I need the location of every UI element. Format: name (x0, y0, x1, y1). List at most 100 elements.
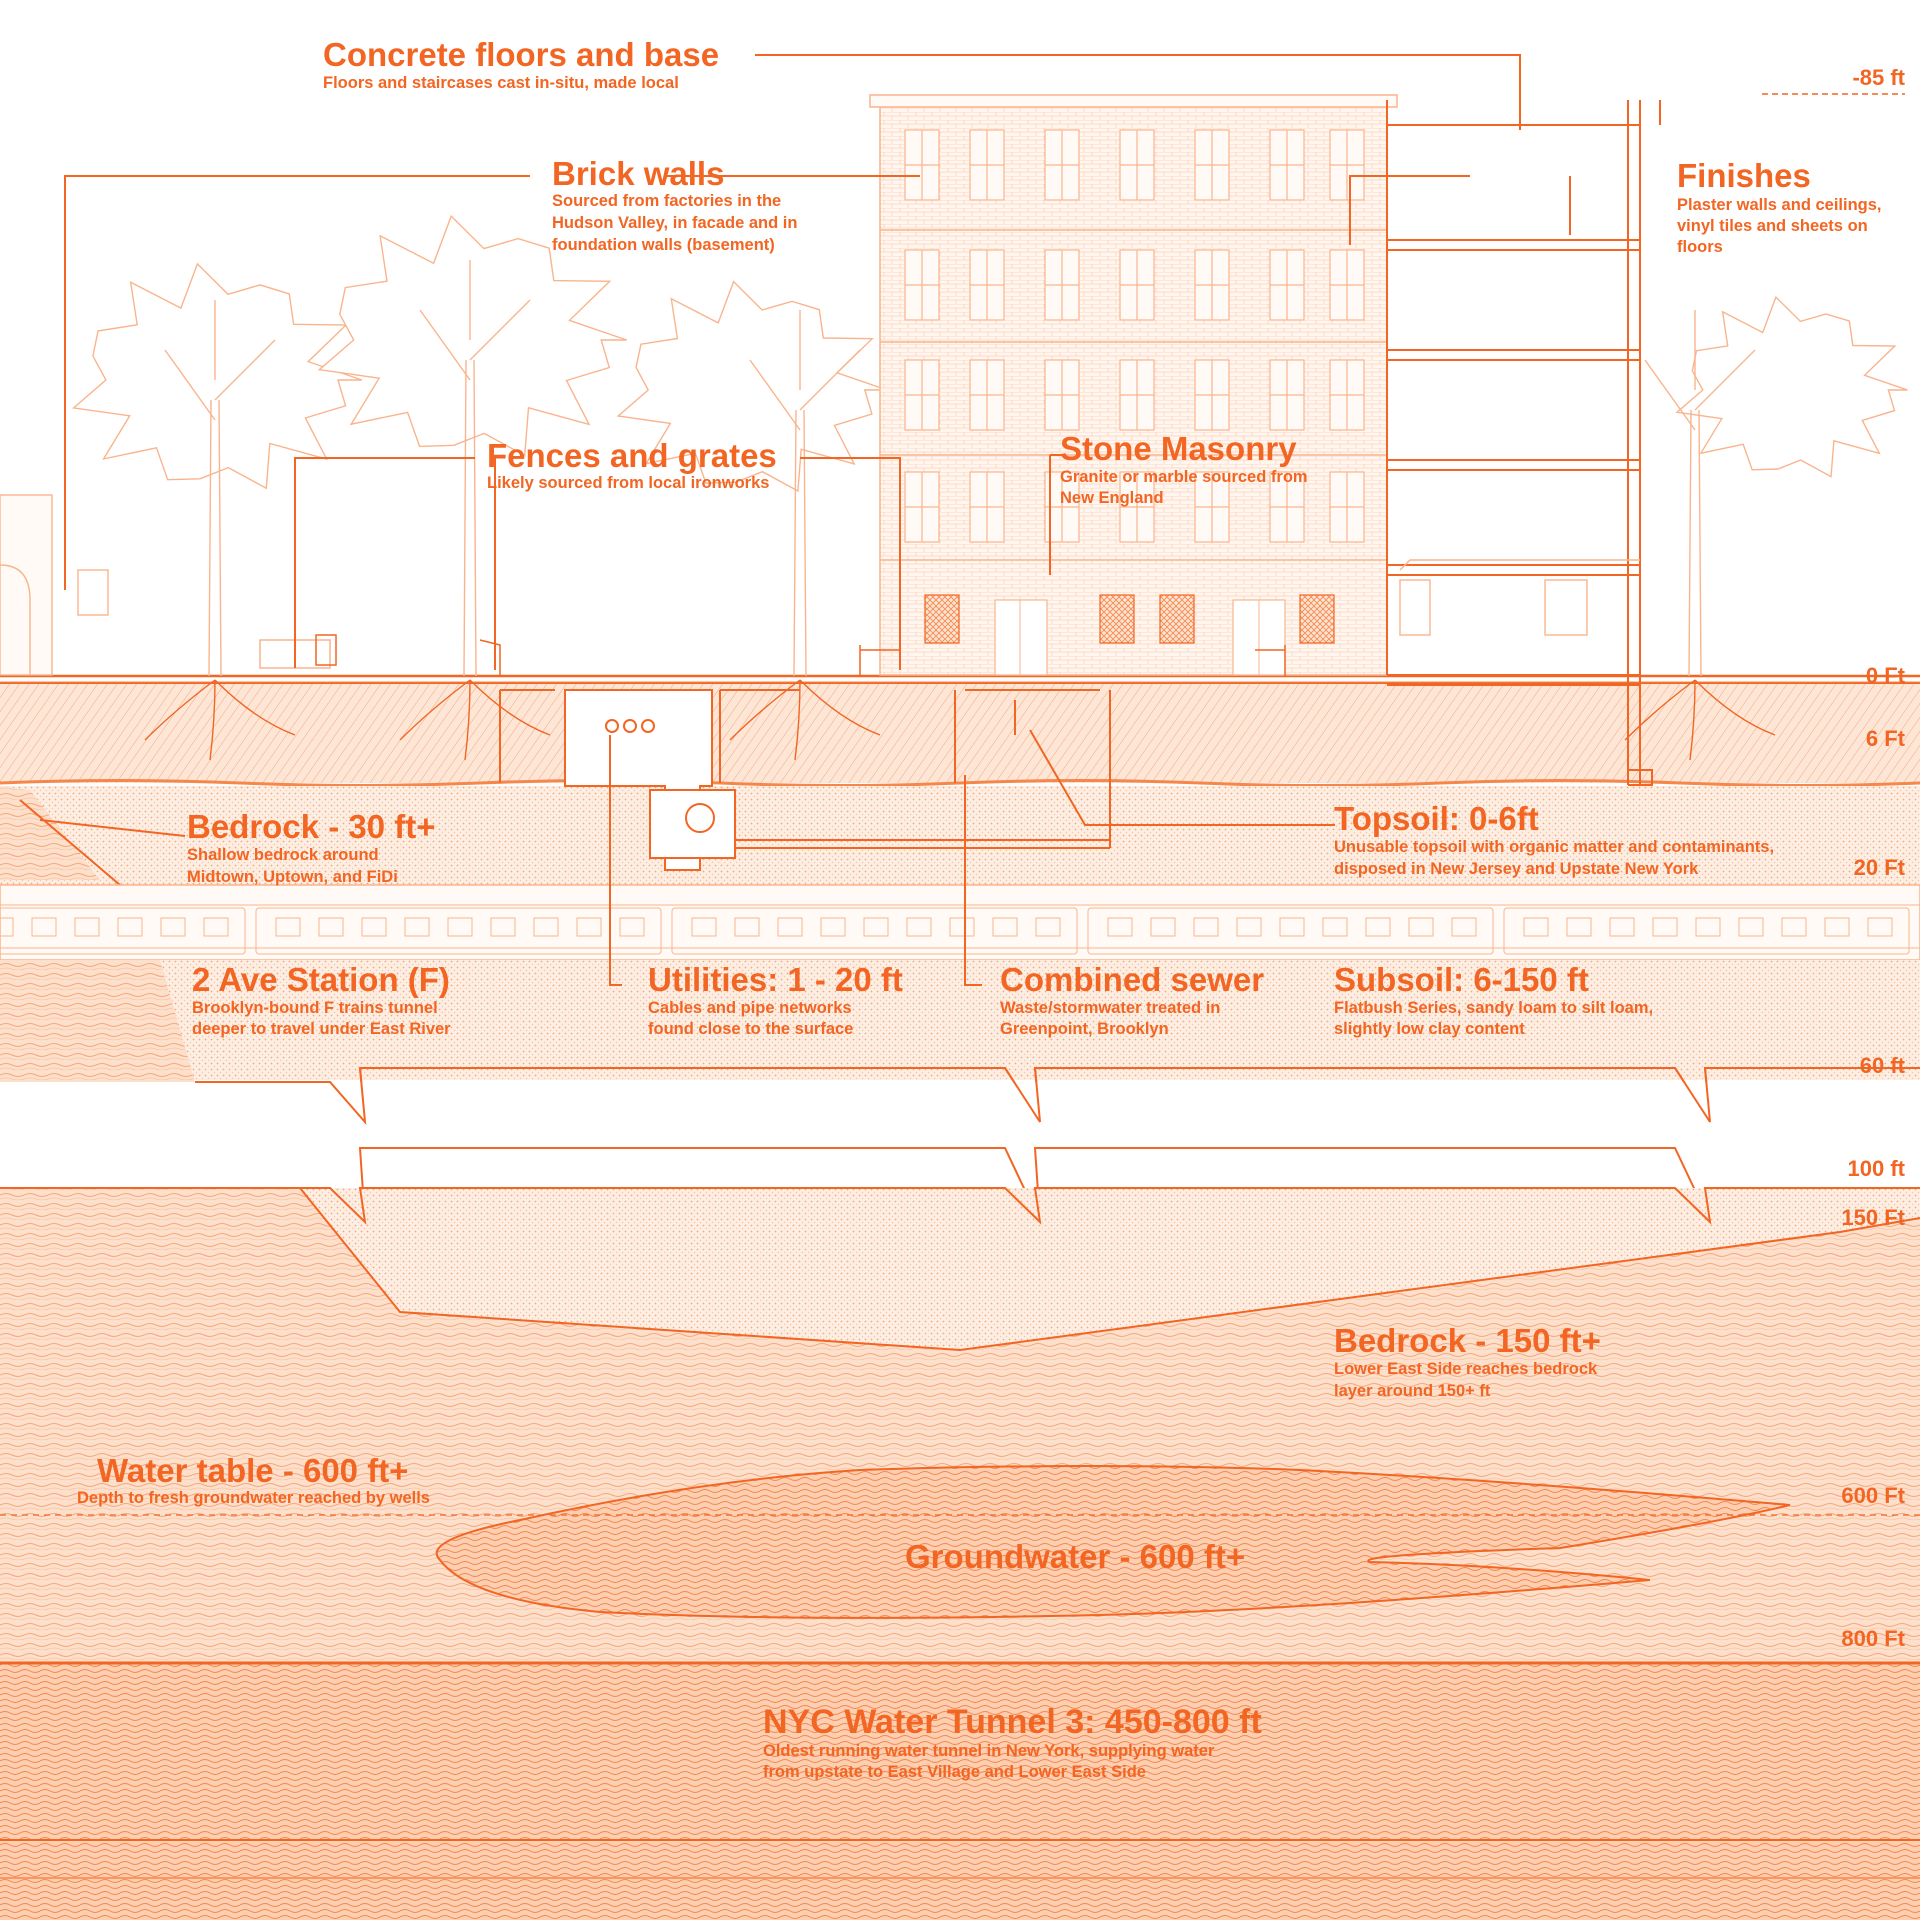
break-lines-upper (195, 1067, 1920, 1125)
tree (616, 280, 888, 761)
groundwater-title: Groundwater - 600 ft+ (905, 1538, 1245, 1575)
tree (1624, 295, 1908, 761)
train-window (820, 917, 846, 937)
tree (72, 262, 363, 761)
train-window (949, 917, 975, 937)
train-car (1503, 907, 1910, 955)
train-window (1523, 917, 1549, 937)
train-window (318, 917, 344, 937)
depth-marker-600: 600 Ft (1841, 1483, 1905, 1508)
train-window (992, 917, 1018, 937)
utility-trench (564, 689, 1111, 871)
bedrock30-title: Bedrock - 30 ft+ (187, 808, 436, 845)
concrete-desc-1: Floors and staircases cast in-situ, made… (323, 74, 679, 92)
stone-desc-1: Granite or marble sourced from (1060, 468, 1308, 486)
finishes-desc-2: vinyl tiles and sheets on (1677, 217, 1868, 235)
train-window (1652, 917, 1678, 937)
brick-title: Brick walls (552, 155, 724, 192)
train-car (671, 907, 1078, 955)
train-window (1609, 917, 1635, 937)
train-window (777, 917, 803, 937)
depth-marker-150: 150 Ft (1841, 1205, 1905, 1230)
train-window (1236, 917, 1262, 937)
bedrock150-desc-2: layer around 150+ ft (1334, 1382, 1491, 1400)
subsoil-lower (0, 960, 1920, 1082)
train-window (160, 917, 186, 937)
train-window (1451, 917, 1477, 937)
train-window (1408, 917, 1434, 937)
train-window (691, 917, 717, 937)
station-title: 2 Ave Station (F) (192, 961, 450, 998)
train-window (31, 917, 57, 937)
basement-grate (1159, 594, 1195, 644)
train-window (0, 917, 14, 937)
train-window (1035, 917, 1061, 937)
train-window (863, 917, 889, 937)
watertable-title: Water table - 600 ft+ (97, 1452, 408, 1489)
watertable-desc-1: Depth to fresh groundwater reached by we… (77, 1489, 430, 1507)
subsoil-desc-1: Flatbush Series, sandy loam to silt loam… (1334, 999, 1653, 1017)
depth-marker-100: 100 ft (1848, 1156, 1906, 1181)
street-ground-line (0, 674, 1920, 683)
train-window (1365, 917, 1391, 937)
bedrock150-title: Bedrock - 150 ft+ (1334, 1322, 1601, 1359)
sewer-desc-2: Greenpoint, Brooklyn (1000, 1020, 1169, 1038)
train-window (404, 917, 430, 937)
bedrock30-desc-1: Shallow bedrock around (187, 846, 379, 864)
main-building (869, 94, 1398, 676)
train-window (1322, 917, 1348, 937)
depth-marker-20: 20 Ft (1854, 855, 1906, 880)
station-desc-1: Brooklyn-bound F trains tunnel (192, 999, 438, 1017)
finishes-desc-3: floors (1677, 238, 1723, 256)
train-window (1867, 917, 1893, 937)
finishes-title: Finishes (1677, 157, 1811, 194)
basement-slabs (499, 689, 1100, 783)
stone-title: Stone Masonry (1060, 430, 1297, 467)
subsoil-desc-2: slightly low clay content (1334, 1020, 1525, 1038)
brick-desc-1: Sourced from factories in the (552, 192, 781, 210)
utilities-title: Utilities: 1 - 20 ft (648, 961, 903, 998)
train-car (1087, 907, 1494, 955)
sewer-title: Combined sewer (1000, 961, 1264, 998)
depth-marker-minus85: -85 ft (1852, 65, 1905, 90)
train-window (576, 917, 602, 937)
train-window (619, 917, 645, 937)
concrete-title: Concrete floors and base (323, 36, 719, 73)
train-car (0, 907, 246, 955)
subway-tunnel (0, 884, 1920, 961)
train-window (1695, 917, 1721, 937)
finishes-desc-1: Plaster walls and ceilings, (1677, 196, 1882, 214)
train-car (255, 907, 662, 955)
train-window (734, 917, 760, 937)
brick-desc-2: Hudson Valley, in facade and in (552, 214, 797, 232)
train-window (74, 917, 100, 937)
topsoil-title: Topsoil: 0-6ft (1334, 800, 1539, 837)
topsoil-desc-2: disposed in New Jersey and Upstate New Y… (1334, 860, 1699, 878)
train-window (1781, 917, 1807, 937)
train-window (1279, 917, 1305, 937)
train-window (1107, 917, 1133, 937)
train-window (1824, 917, 1850, 937)
water-tunnel-band (0, 1661, 1920, 1920)
bedrock30-desc-2: Midtown, Uptown, and FiDi (187, 868, 398, 886)
topsoil-desc-1: Unusable topsoil with organic matter and… (1334, 838, 1774, 856)
left-building (0, 494, 1588, 676)
basement-grate (1299, 594, 1335, 644)
train-window (361, 917, 387, 937)
train-window (1566, 917, 1592, 937)
utilities-desc-1: Cables and pipe networks (648, 999, 852, 1017)
train-window (203, 917, 229, 937)
sewer-desc-1: Waste/stormwater treated in (1000, 999, 1220, 1017)
tunnel-desc-2: from upstate to East Village and Lower E… (763, 1763, 1146, 1781)
train-window (490, 917, 516, 937)
utilities-desc-2: found close to the surface (648, 1020, 853, 1038)
train-window (1150, 917, 1176, 937)
street-trees (72, 214, 1908, 761)
train-window (906, 917, 932, 937)
basement-grate (924, 594, 960, 644)
tree (317, 214, 627, 761)
tunnel-desc-1: Oldest running water tunnel in New York,… (763, 1742, 1215, 1760)
depth-marker-6: 6 Ft (1866, 726, 1906, 751)
groundwater-lens (0, 1465, 1920, 1619)
